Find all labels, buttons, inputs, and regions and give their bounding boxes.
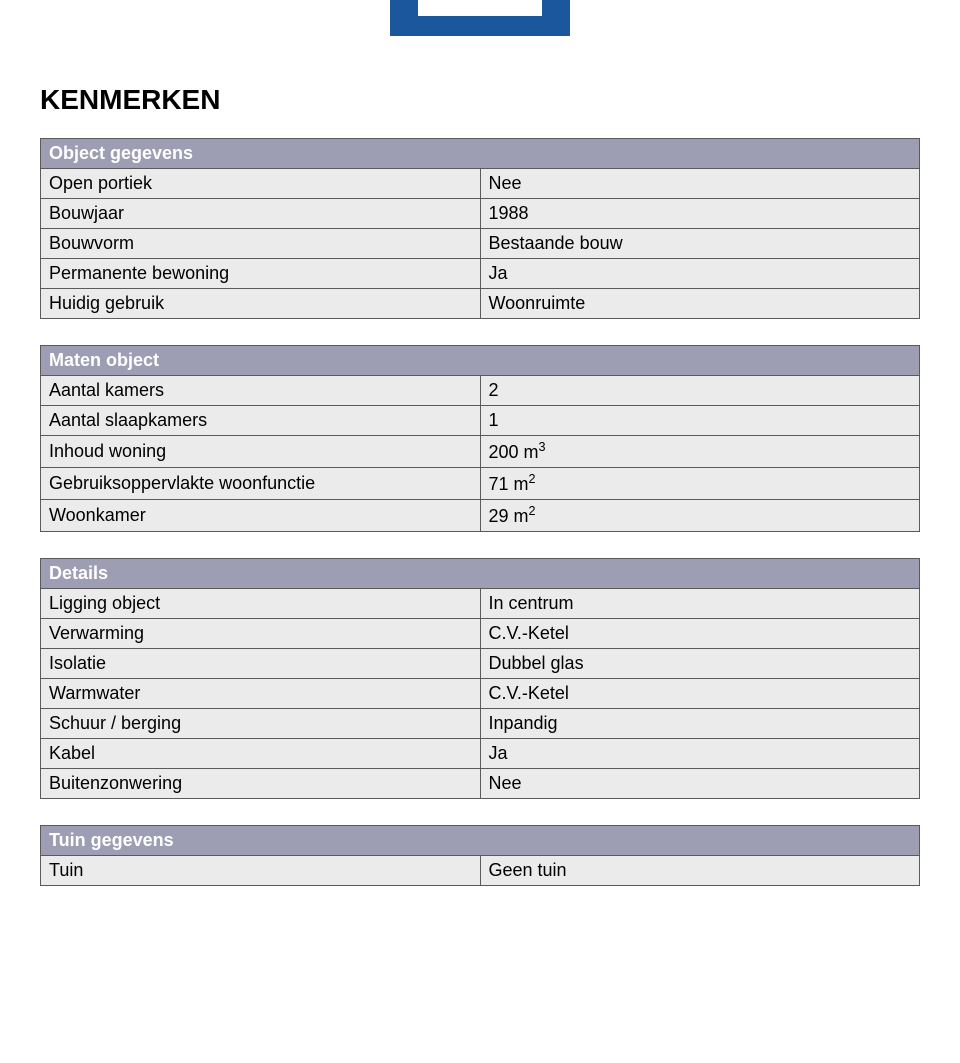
table-row: BouwvormBestaande bouw [41,229,920,259]
table-row: Aantal kamers2 [41,376,920,406]
section-header: Object gegevens [40,138,920,168]
row-label: Permanente bewoning [41,259,481,289]
row-label: Warmwater [41,679,481,709]
row-value: Geen tuin [480,856,920,886]
row-value: C.V.-Ketel [480,619,920,649]
row-label: Gebruiksoppervlakte woonfunctie [41,468,481,500]
superscript: 2 [529,504,536,518]
table-row: KabelJa [41,739,920,769]
row-value: Nee [480,169,920,199]
data-table: TuinGeen tuin [40,855,920,886]
table-row: Open portiekNee [41,169,920,199]
row-label: Bouwvorm [41,229,481,259]
table-row: WarmwaterC.V.-Ketel [41,679,920,709]
row-value: Nee [480,769,920,799]
data-table: Open portiekNeeBouwjaar1988BouwvormBesta… [40,168,920,319]
superscript: 3 [539,440,546,454]
table-row: Permanente bewoningJa [41,259,920,289]
table-row: BuitenzonweringNee [41,769,920,799]
row-label: Aantal slaapkamers [41,406,481,436]
row-label: Tuin [41,856,481,886]
row-label: Inhoud woning [41,436,481,468]
section: Object gegevensOpen portiekNeeBouwjaar19… [40,138,920,319]
logo-decor [390,0,570,36]
table-row: Aantal slaapkamers1 [41,406,920,436]
row-label: Verwarming [41,619,481,649]
row-value: Inpandig [480,709,920,739]
row-label: Isolatie [41,649,481,679]
row-value: Ja [480,259,920,289]
row-label: Huidig gebruik [41,289,481,319]
row-label: Schuur / berging [41,709,481,739]
table-row: Ligging objectIn centrum [41,589,920,619]
section: Maten objectAantal kamers2Aantal slaapka… [40,345,920,532]
row-label: Woonkamer [41,500,481,532]
section-header: Details [40,558,920,588]
row-label: Bouwjaar [41,199,481,229]
row-value: 2 [480,376,920,406]
page-title: KENMERKEN [40,84,920,116]
data-table: Ligging objectIn centrumVerwarmingC.V.-K… [40,588,920,799]
row-value: Bestaande bouw [480,229,920,259]
row-label: Aantal kamers [41,376,481,406]
row-label: Ligging object [41,589,481,619]
table-row: Gebruiksoppervlakte woonfunctie71 m2 [41,468,920,500]
table-row: Huidig gebruikWoonruimte [41,289,920,319]
row-value: Woonruimte [480,289,920,319]
table-row: Schuur / bergingInpandig [41,709,920,739]
table-row: TuinGeen tuin [41,856,920,886]
row-value: Ja [480,739,920,769]
table-row: Bouwjaar1988 [41,199,920,229]
data-table: Aantal kamers2Aantal slaapkamers1Inhoud … [40,375,920,532]
section: DetailsLigging objectIn centrumVerwarmin… [40,558,920,799]
row-value: In centrum [480,589,920,619]
row-value: 29 m2 [480,500,920,532]
table-row: IsolatieDubbel glas [41,649,920,679]
superscript: 2 [529,472,536,486]
row-value: 1 [480,406,920,436]
table-row: Woonkamer29 m2 [41,500,920,532]
section: Tuin gegevensTuinGeen tuin [40,825,920,886]
row-value: 71 m2 [480,468,920,500]
section-header: Maten object [40,345,920,375]
row-value: 200 m3 [480,436,920,468]
logo-bottom [390,16,570,36]
table-row: VerwarmingC.V.-Ketel [41,619,920,649]
row-label: Kabel [41,739,481,769]
row-value: 1988 [480,199,920,229]
section-header: Tuin gegevens [40,825,920,855]
row-label: Open portiek [41,169,481,199]
row-label: Buitenzonwering [41,769,481,799]
table-row: Inhoud woning200 m3 [41,436,920,468]
row-value: C.V.-Ketel [480,679,920,709]
row-value: Dubbel glas [480,649,920,679]
